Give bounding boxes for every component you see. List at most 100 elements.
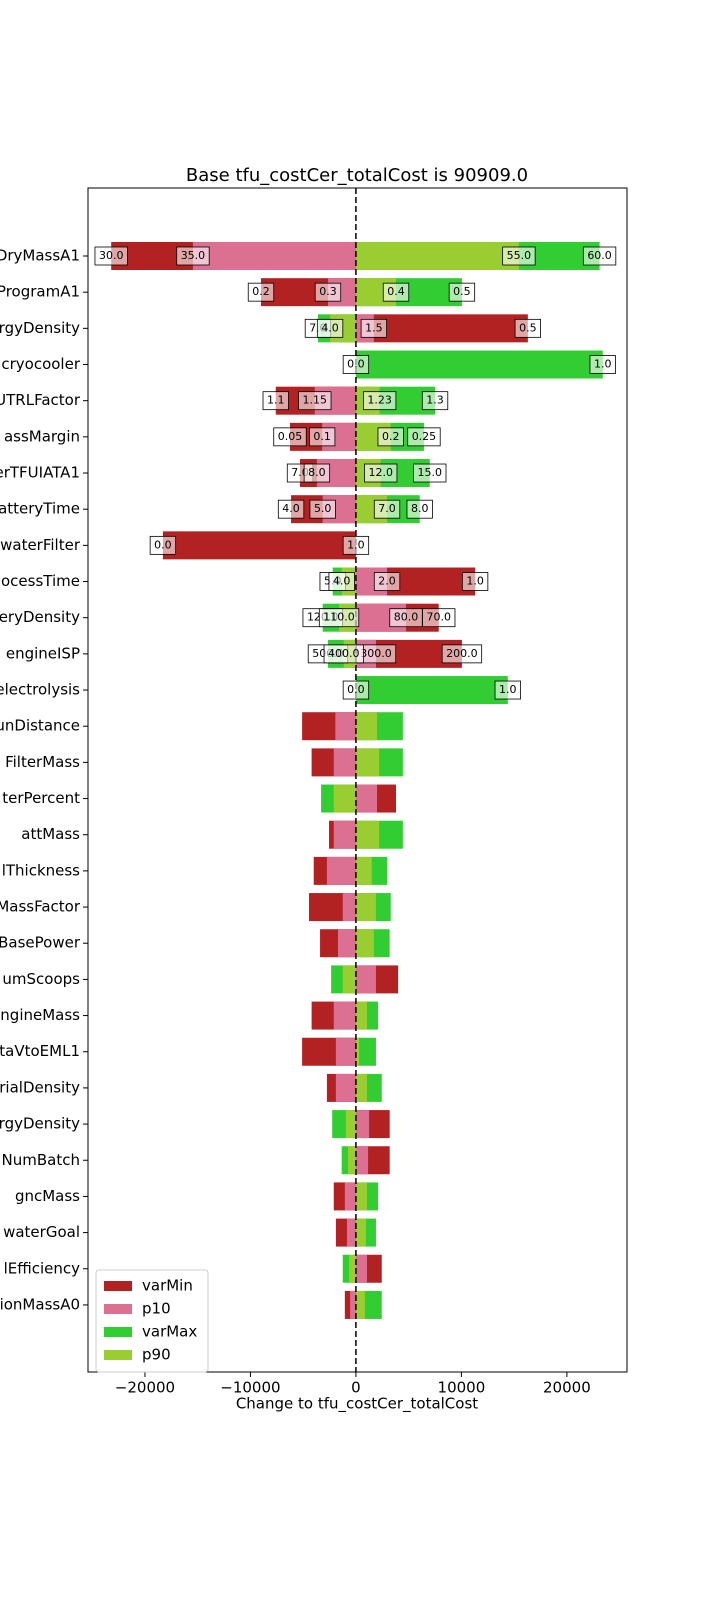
bar-annotation: 70.0	[422, 608, 456, 628]
annotation-box	[328, 572, 355, 591]
y-tick-label: erTFUIATA1	[0, 464, 80, 482]
bar-annotation: 7.0	[373, 499, 401, 519]
bar-annotation: 30.0	[94, 246, 128, 266]
bar	[192, 242, 356, 270]
annotation-box	[406, 499, 433, 519]
annotation-text: 300.0	[360, 647, 392, 660]
annotation-box	[273, 427, 307, 447]
annotation-text: 1.15	[303, 394, 328, 407]
y-tick-label: waterFilter	[0, 536, 81, 554]
bar	[355, 1073, 367, 1102]
annotation-box	[318, 608, 360, 628]
annotation-text: 55.0	[507, 249, 532, 262]
annotation-text: 0.25	[412, 430, 437, 443]
bar	[346, 1218, 356, 1247]
bar-annotation: 1.15	[298, 391, 332, 411]
annotation-text: 400.0	[328, 647, 360, 660]
annotation-box	[441, 644, 483, 664]
bar	[333, 784, 356, 813]
annotation-text: 1.23	[367, 394, 392, 407]
annotation-box	[407, 427, 441, 447]
bar	[355, 676, 508, 705]
bar-annotation: 0.1	[309, 427, 336, 447]
bar-annotation: 300.0	[355, 644, 397, 664]
annotation-box	[377, 427, 404, 447]
bar-annotation: 4.0	[328, 572, 355, 591]
annotation-text: 0.0	[347, 683, 365, 696]
bar-annotation: 0.3	[314, 282, 342, 302]
bar-annotation: 0.0	[342, 680, 370, 700]
bar-annotation: 1.23	[363, 391, 397, 411]
y-tick-label: attMass	[21, 825, 80, 843]
y-tick-label: electrolysis	[0, 681, 80, 699]
bar-annotation: 15.0	[413, 463, 447, 483]
annotation-box	[262, 391, 289, 411]
y-tick-label: lThickness	[2, 861, 80, 879]
annotation-text: 200.0	[446, 647, 478, 660]
bar	[355, 1290, 365, 1319]
y-tick-label: rgyDensity	[0, 319, 80, 337]
bar-annotation: 1.0	[494, 680, 521, 700]
annotation-text: 110.0	[323, 611, 355, 624]
annotation-text: 12.0	[368, 466, 393, 479]
bar	[333, 820, 356, 849]
bar	[342, 893, 356, 922]
annotation-text: 0.2	[252, 285, 270, 298]
bar-annotation: 0.2	[377, 427, 404, 447]
bar-annotation: 55.0	[502, 246, 536, 266]
bar-annotation: 8.0	[406, 499, 433, 519]
legend-label: varMax	[142, 1323, 197, 1341]
bar	[355, 712, 378, 741]
legend-swatch	[104, 1327, 132, 1337]
y-tick-label: ProgramA1	[0, 283, 80, 301]
y-tick-label: ionMassA0	[0, 1295, 80, 1313]
annotation-text: 1.0	[594, 358, 612, 371]
y-tick-label: BasePower	[0, 934, 81, 952]
annotation-box	[582, 246, 617, 266]
y-tick-label: NumBatch	[2, 1151, 80, 1169]
annotation-box	[342, 535, 370, 555]
chart-title: Base tfu_costCer_totalCost is 90909.0	[186, 165, 528, 186]
x-tick-label: −20000	[115, 1379, 175, 1397]
bar-annotation: 12.0	[364, 463, 398, 483]
bar-annotation: 0.0	[149, 535, 177, 555]
annotation-text: 35.0	[181, 249, 206, 262]
annotation-box	[277, 499, 305, 519]
annotation-text: 4.0	[321, 321, 339, 334]
bar	[355, 893, 376, 922]
y-tick-label: umScoops	[2, 970, 80, 988]
bar	[355, 1037, 360, 1066]
x-tick-label: 10000	[438, 1379, 486, 1397]
bar-annotation: 1.0	[461, 572, 489, 591]
bar	[355, 784, 378, 813]
x-tick-label: −10000	[220, 1379, 280, 1397]
bar-annotation: 4.0	[277, 499, 305, 519]
annotation-text: 0.1	[313, 430, 331, 443]
bar-annotation: 1.0	[342, 535, 370, 555]
annotation-text: 0.4	[387, 285, 405, 298]
annotation-text: 1.1	[267, 394, 285, 407]
annotation-box	[494, 680, 521, 700]
annotation-text: 70.0	[426, 611, 451, 624]
bar-annotation: 400.0	[323, 644, 364, 664]
annotation-text: 0.5	[519, 321, 537, 334]
bar	[342, 965, 356, 994]
y-tick-label: engineISP	[6, 644, 80, 662]
annotation-text: 80.0	[394, 611, 419, 624]
y-tick-label: gncMass	[15, 1187, 80, 1205]
y-tick-label: rialDensity	[0, 1078, 80, 1096]
bar	[326, 856, 356, 885]
y-tick-label: DryMassA1	[0, 247, 80, 265]
bar-annotation: 4.0	[316, 318, 344, 338]
bar-annotation: 1.0	[589, 355, 616, 374]
bar-annotation: 2.0	[373, 572, 401, 591]
bar	[350, 1290, 356, 1319]
bar-annotation: 80.0	[389, 608, 423, 628]
bar	[355, 748, 380, 777]
bar-annotation: 110.0	[318, 608, 360, 628]
annotation-text: 30.0	[99, 249, 124, 262]
annotation-box	[413, 463, 447, 483]
bar	[333, 748, 356, 777]
bar	[355, 1146, 369, 1175]
